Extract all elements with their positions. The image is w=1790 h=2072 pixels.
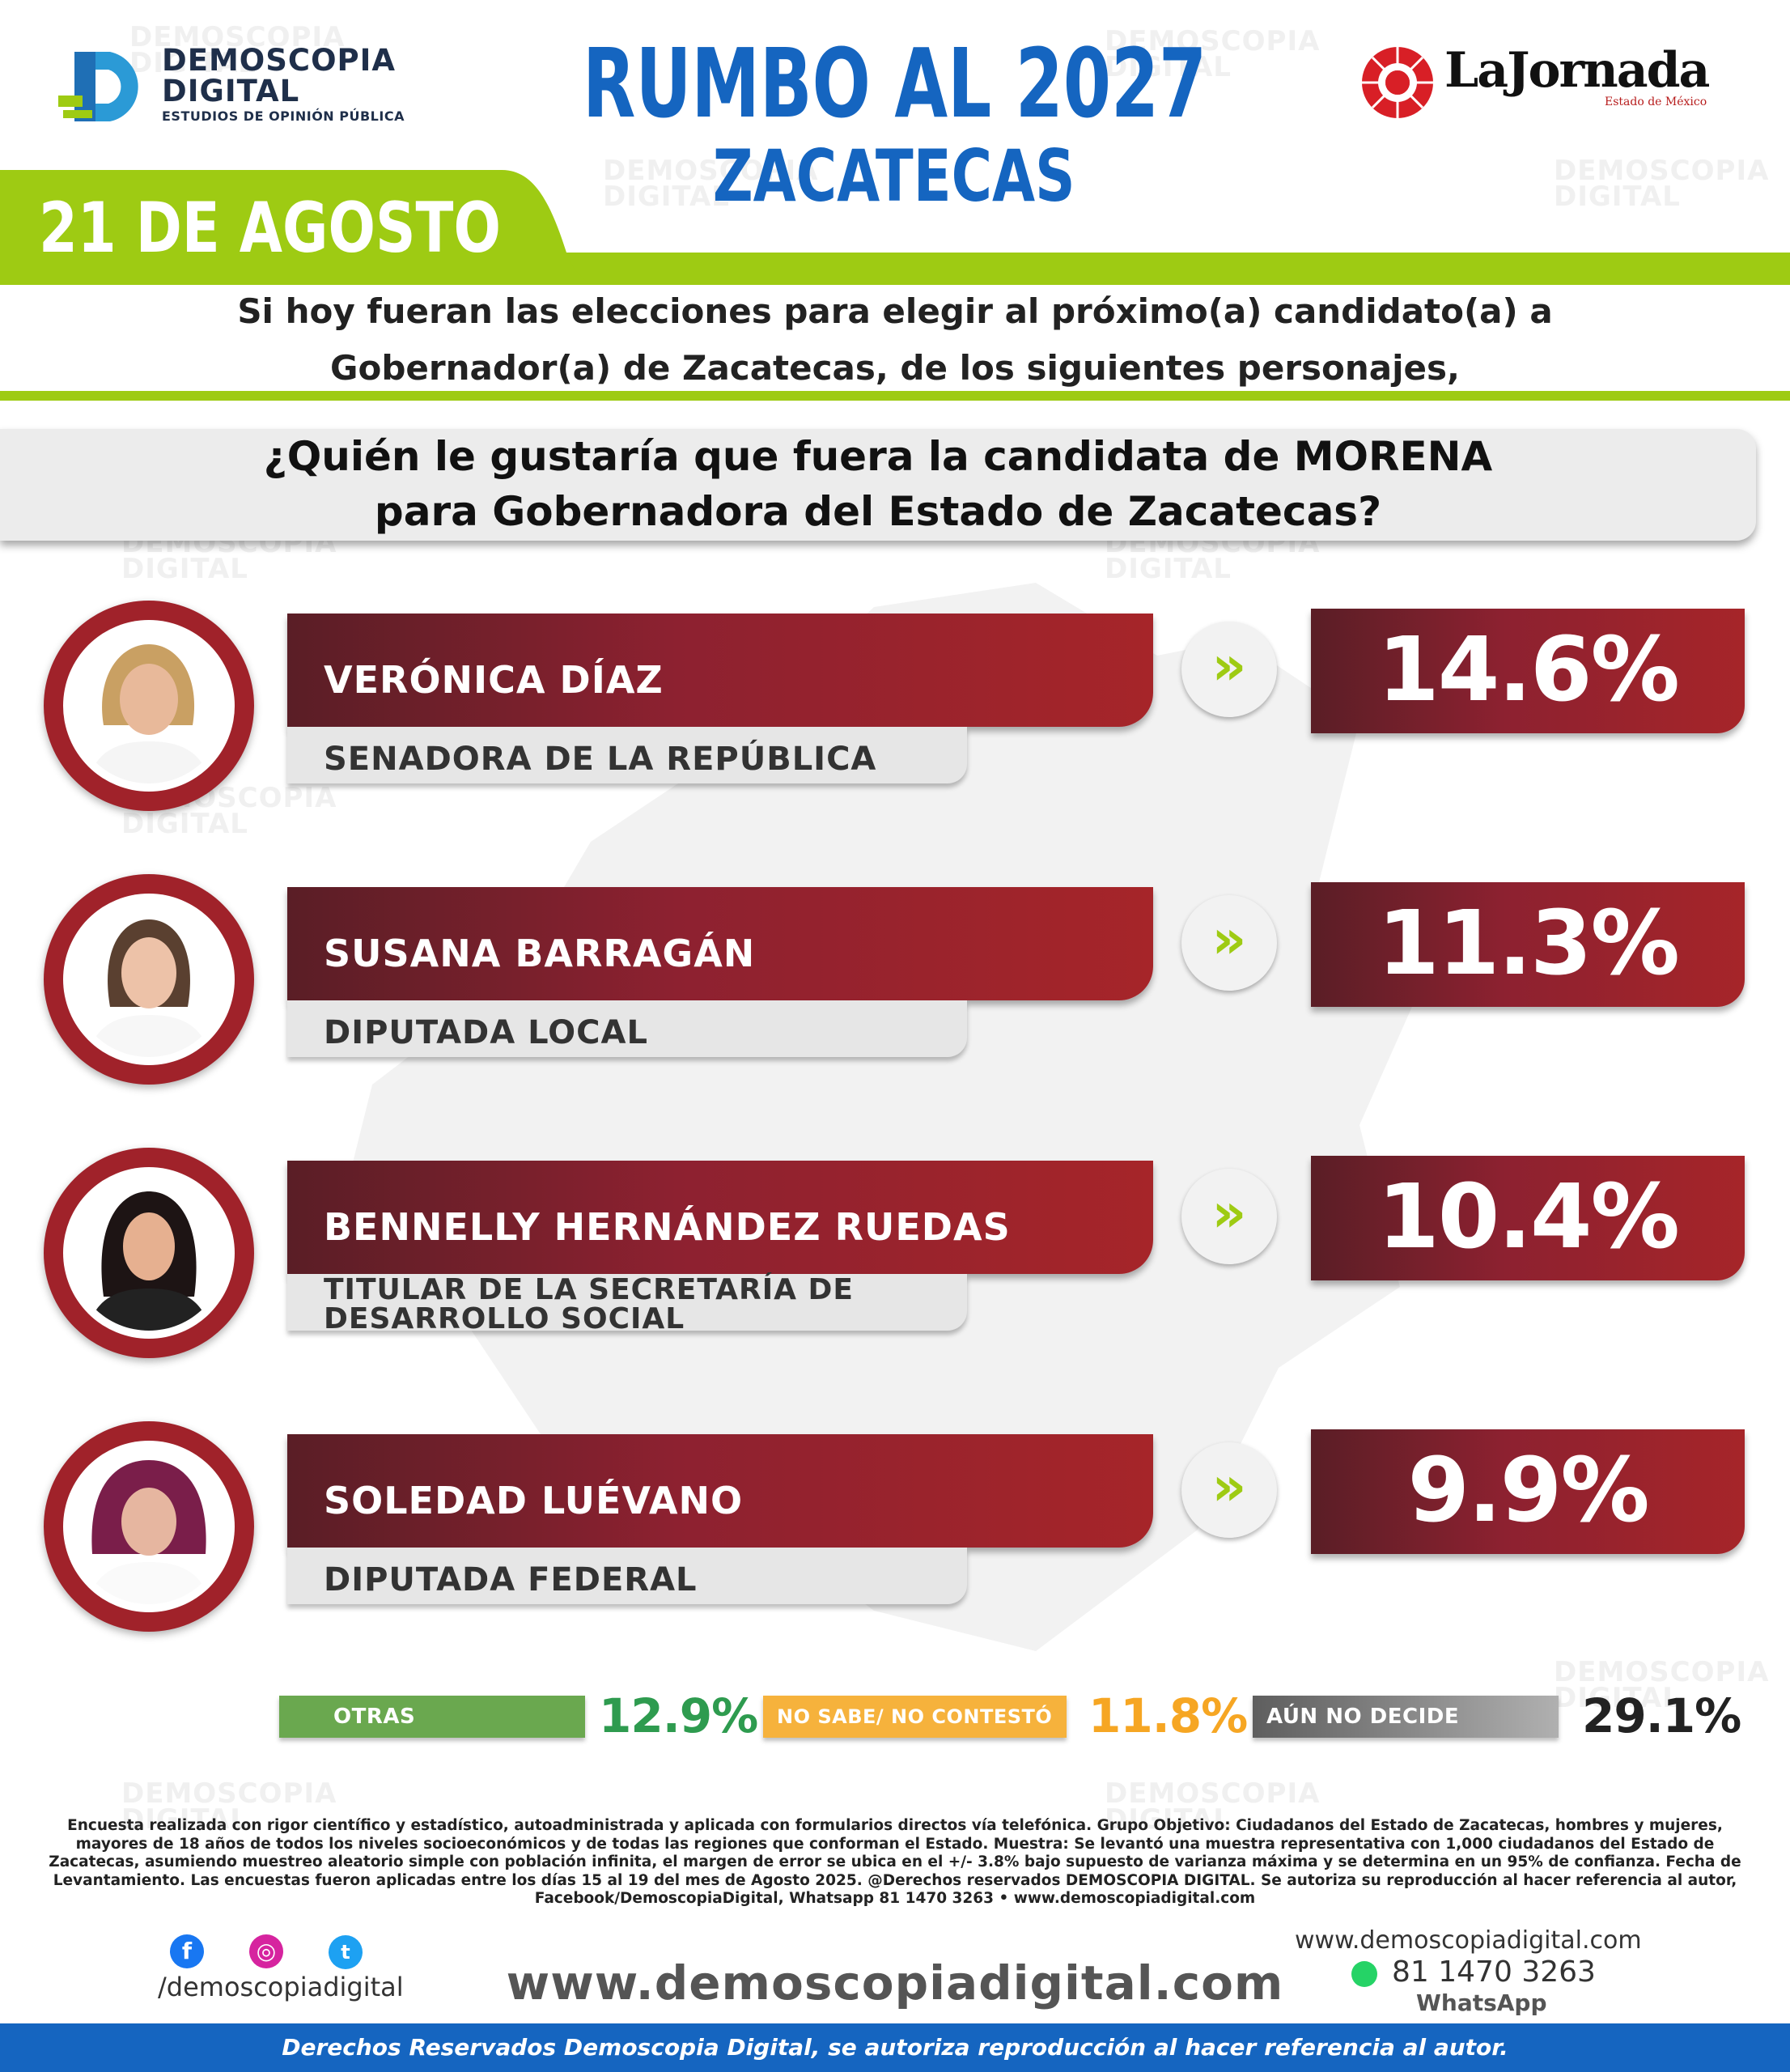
divider-green <box>0 391 1790 401</box>
no-decide-bar <box>1253 1696 1559 1738</box>
candidate-photo <box>71 1175 227 1331</box>
candidate-role: DIPUTADA FEDERAL <box>324 1561 698 1599</box>
twitter-icon[interactable]: t <box>329 1935 363 1969</box>
footer-rights: Derechos Reservados Demoscopia Digital, … <box>282 2034 1508 2061</box>
candidate-row: VERÓNICA DÍAZ SENADORA DE LA REPÚBLICA »… <box>0 601 1790 856</box>
candidate-photo <box>71 628 227 783</box>
page-title: RUMBO AL 2027 <box>583 28 1207 139</box>
candidate-name: VERÓNICA DÍAZ <box>324 658 664 702</box>
la-jornada-logo: LaJornada <box>1444 42 1710 99</box>
zacatecas-map-silhouette <box>332 583 1424 1651</box>
percent-bar <box>1311 882 1745 1007</box>
name-bar <box>287 887 1153 1000</box>
role-bar <box>287 1274 967 1331</box>
la-jornada-sun-icon <box>1362 47 1433 118</box>
facebook-icon[interactable]: f <box>170 1934 204 1968</box>
question-line1: ¿Quién le gustaría que fuera la candidat… <box>263 433 1493 480</box>
percent-value: 10.4% <box>1377 1165 1680 1268</box>
double-chevron-right-icon: » <box>1181 895 1277 991</box>
whatsapp-icon <box>1351 1961 1377 1987</box>
no-decide-label: AÚN NO DECIDE <box>1266 1705 1460 1729</box>
role-bar <box>287 1548 967 1604</box>
candidate-photo <box>71 902 227 1057</box>
otras-bar <box>279 1696 585 1738</box>
no-decide-value: 29.1% <box>1582 1688 1741 1743</box>
candidate-name: SOLEDAD LUÉVANO <box>324 1479 744 1522</box>
candidate-row: SUSANA BARRAGÁN DIPUTADA LOCAL » 11.3% <box>0 874 1790 1130</box>
no-sabe-label: NO SABE/ NO CONTESTÓ <box>777 1705 1053 1728</box>
brand-tagline: ESTUDIOS DE OPINIÓN PÚBLICA <box>162 108 405 124</box>
otras-label: OTRAS <box>333 1705 416 1729</box>
whatsapp-phone[interactable]: 81 1470 3263 <box>1392 1955 1596 1989</box>
avatar <box>44 1421 254 1632</box>
percent-value: 9.9% <box>1407 1438 1649 1542</box>
intro-text: Si hoy fueran las elecciones para elegir… <box>0 283 1790 397</box>
percent-bar <box>1311 1156 1745 1280</box>
page-subtitle: ZACATECAS <box>712 134 1075 218</box>
double-chevron-right-icon: » <box>1181 1169 1277 1264</box>
demoscopia-logo-icon <box>58 52 138 121</box>
question-line2: para Gobernadora del Estado de Zacatecas… <box>374 488 1382 535</box>
candidate-row: SOLEDAD LUÉVANO DIPUTADA FEDERAL » 9.9% <box>0 1421 1790 1677</box>
social-handle[interactable]: /demoscopiadigital <box>158 1972 404 2002</box>
avatar <box>44 601 254 811</box>
role-bar <box>287 727 967 783</box>
no-sabe-value: 11.8% <box>1088 1688 1248 1743</box>
name-bar <box>287 614 1153 727</box>
demoscopia-logo-text: DEMOSCOPIA DIGITAL ESTUDIOS DE OPINIÓN P… <box>162 45 405 127</box>
methodology-note: Encuesta realizada con rigor científico … <box>49 1817 1741 1907</box>
avatar <box>44 874 254 1085</box>
double-chevron-right-icon: » <box>1181 622 1277 717</box>
candidate-name: SUSANA BARRAGÁN <box>324 932 756 975</box>
candidate-role: TITULAR DE LA SECRETARÍA DE DESARROLLO S… <box>324 1273 854 1335</box>
name-bar <box>287 1161 1153 1274</box>
double-chevron-right-icon: » <box>1181 1442 1277 1538</box>
candidate-photo <box>71 1449 227 1604</box>
la-jornada-sub: Estado de México <box>1605 96 1707 108</box>
percent-bar <box>1311 1429 1745 1554</box>
instagram-icon[interactable]: ◎ <box>249 1934 283 1968</box>
no-sabe-bar <box>763 1696 1067 1738</box>
footer-band <box>0 2023 1790 2072</box>
intro-line1: Si hoy fueran las elecciones para elegir… <box>237 291 1553 331</box>
avatar <box>44 1148 254 1358</box>
otras-value: 12.9% <box>599 1688 758 1743</box>
candidate-role: SENADORA DE LA REPÚBLICA <box>324 741 877 778</box>
website-link[interactable]: www.demoscopiadigital.com <box>506 1955 1284 2010</box>
question-text: ¿Quién le gustaría que fuera la candidat… <box>0 429 1756 539</box>
name-bar <box>287 1434 1153 1548</box>
candidate-role: DIPUTADA LOCAL <box>324 1014 648 1051</box>
contact-website[interactable]: www.demoscopiadigital.com <box>1295 1926 1642 1955</box>
candidate-name: BENNELLY HERNÁNDEZ RUEDAS <box>324 1205 1011 1249</box>
candidate-row: BENNELLY HERNÁNDEZ RUEDAS TITULAR DE LA … <box>0 1148 1790 1403</box>
brand-name-line1: DEMOSCOPIA <box>162 43 397 78</box>
percent-value: 11.3% <box>1377 891 1680 995</box>
role-bar <box>287 1000 967 1057</box>
intro-line2: Gobernador(a) de Zacatecas, de los sigui… <box>330 348 1460 388</box>
date-tab <box>0 170 591 285</box>
percent-value: 14.6% <box>1377 618 1680 721</box>
whatsapp-label: WhatsApp <box>1416 1989 1547 2016</box>
question-box <box>0 429 1756 541</box>
percent-bar <box>1311 609 1745 733</box>
brand-name-line2: DIGITAL <box>162 74 300 108</box>
survey-date: 21 DE AGOSTO <box>39 188 501 269</box>
social-icons: f ◎ t <box>170 1934 408 1969</box>
